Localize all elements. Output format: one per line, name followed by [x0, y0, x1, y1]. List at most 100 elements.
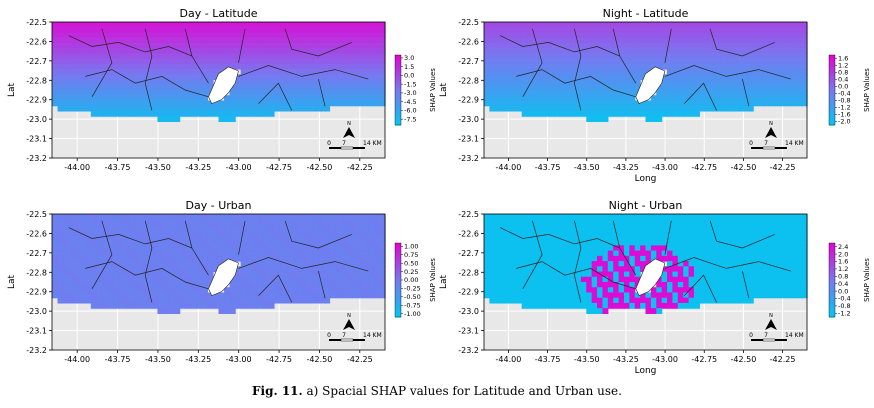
heatmap-cell — [769, 240, 776, 246]
heatmap-cell — [124, 219, 131, 226]
heatmap-cell — [532, 302, 539, 309]
heatmap-cell — [586, 245, 593, 252]
heatmap-cell — [296, 245, 303, 252]
heatmap-cell — [274, 276, 281, 283]
heatmap-cell — [229, 255, 236, 262]
heatmap-cell — [207, 22, 214, 28]
heatmap-cell — [163, 22, 170, 28]
heatmap-cell — [570, 292, 577, 299]
heatmap-cell — [351, 271, 358, 278]
heatmap-cell — [629, 37, 636, 44]
heatmap-cell — [129, 79, 136, 86]
heatmap-cell — [340, 48, 347, 54]
heatmap-cell — [163, 219, 170, 226]
heatmap-cell — [516, 250, 523, 257]
heatmap-cell — [323, 79, 331, 86]
heatmap-cell — [129, 22, 136, 28]
heatmap-cell — [720, 32, 727, 39]
heatmap-cell — [268, 276, 275, 283]
heatmap-cell — [688, 297, 695, 304]
heatmap-cell — [548, 229, 555, 236]
heatmap-cell — [586, 282, 593, 288]
heatmap-cell — [290, 224, 297, 231]
heatmap-cell — [516, 271, 523, 278]
heatmap-cell — [285, 240, 292, 246]
municipal-boundary — [742, 271, 750, 299]
heatmap-cell — [124, 53, 131, 60]
heatmap-cell — [758, 271, 765, 278]
heatmap-cell — [118, 266, 125, 273]
colorbar-swatch — [829, 243, 835, 246]
heatmap-cell — [704, 250, 711, 257]
heatmap-cell — [196, 224, 203, 231]
heatmap-cell — [140, 276, 147, 283]
heatmap-cell — [559, 234, 566, 241]
heatmap-cell — [801, 27, 808, 34]
heatmap-cell — [335, 58, 342, 65]
heatmap-cell — [510, 255, 517, 262]
colorbar-swatch — [395, 119, 401, 122]
heatmap-cell — [140, 95, 147, 102]
heatmap-cell — [301, 229, 308, 236]
heatmap-cell — [129, 69, 136, 75]
heatmap-cell — [710, 63, 717, 70]
heatmap-cell — [704, 95, 711, 102]
heatmap-cell — [229, 48, 236, 54]
colorbar-swatch — [829, 95, 835, 98]
heatmap-cell — [656, 240, 663, 246]
heatmap-cell — [85, 214, 92, 220]
heatmap-cell — [107, 245, 114, 252]
heatmap-cell — [196, 69, 203, 75]
heatmap-cell — [323, 69, 331, 75]
heatmap-cell — [559, 245, 566, 252]
heatmap-cell — [174, 297, 181, 304]
heatmap-cell — [672, 105, 679, 112]
heatmap-cell — [140, 266, 147, 273]
heatmap-cell — [68, 287, 75, 294]
heatmap-cell — [346, 282, 353, 288]
heatmap-cell — [118, 250, 125, 257]
heatmap-cell — [720, 100, 727, 107]
heatmap-cell — [597, 69, 604, 75]
heatmap-cell — [207, 276, 214, 283]
heatmap-cell — [224, 219, 231, 226]
heatmap-cell — [677, 53, 684, 60]
heatmap-cell — [500, 37, 507, 44]
heatmap-cell — [672, 100, 679, 107]
heatmap-cell — [623, 100, 630, 107]
heatmap-cell — [79, 22, 86, 28]
heatmap-cell — [553, 100, 560, 107]
heatmap-cell — [185, 292, 192, 299]
heatmap-cell — [246, 74, 253, 81]
heatmap-cell — [570, 22, 577, 28]
heatmap-cell — [257, 63, 264, 70]
heatmap-cell — [683, 63, 690, 70]
heatmap-cell — [296, 42, 303, 49]
heatmap-cell — [489, 48, 496, 54]
heatmap-cell — [179, 22, 186, 28]
heatmap-cell — [613, 240, 620, 246]
heatmap-cell — [179, 261, 186, 267]
heatmap-cell — [580, 302, 587, 309]
heatmap-cell — [742, 276, 749, 283]
heatmap-cell — [570, 266, 577, 273]
heatmap-cell — [346, 219, 353, 226]
heatmap-cell — [693, 234, 700, 241]
heatmap-cell — [224, 58, 231, 65]
heatmap-cell — [537, 42, 544, 49]
heatmap-cell — [312, 219, 319, 226]
y-axis-label: Lat — [439, 275, 449, 290]
heatmap-cell — [623, 255, 630, 262]
heatmap-cell — [124, 74, 131, 81]
heatmap-cell — [597, 292, 604, 299]
heatmap-cell — [318, 219, 325, 226]
heatmap-cell — [505, 240, 512, 246]
heatmap-cell — [527, 48, 534, 54]
heatmap-cell — [510, 22, 517, 28]
heatmap-cell — [763, 282, 770, 288]
heatmap-cell — [575, 32, 582, 39]
heatmap-cell — [774, 48, 781, 54]
heatmap-cell — [185, 214, 192, 220]
heatmap-cell — [351, 32, 358, 39]
heatmap-cell — [494, 234, 501, 241]
